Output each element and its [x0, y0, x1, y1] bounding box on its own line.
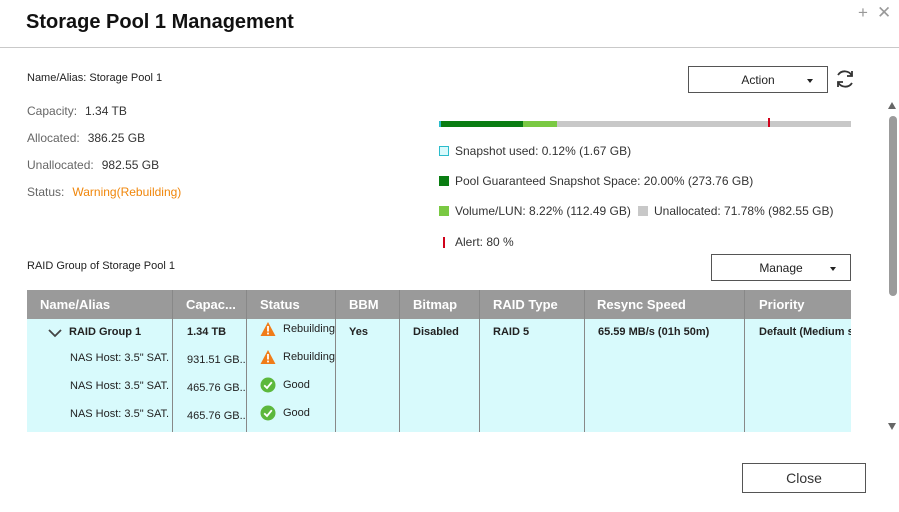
pool-usage-bar: [439, 118, 851, 127]
raid-group-name[interactable]: RAID Group 1: [69, 326, 142, 338]
disk-capacity: 931.51 GB...: [187, 354, 245, 366]
capacity-value: 1.34 TB: [85, 104, 127, 118]
col-header-bbm[interactable]: BBM: [349, 297, 379, 312]
disk-capacity: 465.76 GB...: [187, 382, 245, 394]
check-icon: [260, 377, 276, 393]
alert-text: Alert: 80 %: [455, 235, 514, 249]
guaranteed-swatch: [439, 176, 449, 186]
status-label: Status:: [27, 185, 65, 199]
column-divider: [399, 290, 400, 432]
col-header-bitmap[interactable]: Bitmap: [413, 297, 458, 312]
bar-volume-lun: [523, 121, 558, 127]
table-header: Name/Alias Capac... Status BBM Bitmap RA…: [27, 290, 851, 319]
unallocated-row: Unallocated: 982.55 GB: [27, 158, 159, 172]
column-divider: [744, 290, 745, 432]
disk-name[interactable]: NAS Host: 3.5" SAT...: [70, 352, 170, 364]
column-divider: [479, 290, 480, 432]
disk-capacity: 465.76 GB...: [187, 410, 245, 422]
col-header-capacity[interactable]: Capac...: [186, 297, 236, 312]
disk-status: Rebuilding: [260, 349, 335, 365]
alert-swatch: [443, 236, 445, 248]
capacity-row: Capacity: 1.34 TB: [27, 104, 127, 118]
allocated-row: Allocated: 386.25 GB: [27, 131, 145, 145]
snapshot-used-swatch: [439, 146, 449, 156]
check-icon: [260, 405, 276, 421]
status-row: Status: Warning(Rebuilding): [27, 185, 181, 199]
col-header-resync-speed[interactable]: Resync Speed: [597, 297, 686, 312]
volume-lun-text: Volume/LUN: 8.22% (112.49 GB): [455, 204, 631, 218]
scrollbar-thumb[interactable]: [889, 116, 897, 296]
raid-group-bbm: Yes: [349, 326, 368, 338]
disk-name[interactable]: NAS Host: 3.5" SAT...: [70, 380, 170, 392]
disk-status-text: Good: [283, 406, 310, 419]
unallocated-value: 982.55 GB: [101, 158, 160, 172]
close-button[interactable]: Close: [742, 463, 866, 493]
allocated-label: Allocated:: [27, 131, 80, 145]
manage-label: Manage: [759, 260, 803, 275]
title-divider: [0, 47, 899, 48]
pool-name-alias: Name/Alias: Storage Pool 1: [27, 72, 163, 84]
disk-status: Good: [260, 377, 335, 393]
raid-group-status: Rebuilding: [260, 321, 335, 337]
unallocated-label: Unallocated:: [27, 158, 94, 172]
disk-name[interactable]: NAS Host: 3.5" SAT...: [70, 408, 170, 420]
unallocated-swatch: [638, 206, 648, 216]
legend-alert: Alert: 80 %: [439, 235, 514, 249]
raid-group-status-text: Rebuilding: [283, 322, 335, 335]
legend-snapshot-used: Snapshot used: 0.12% (1.67 GB): [439, 144, 631, 158]
raid-group-type: RAID 5: [493, 326, 530, 338]
col-header-priority[interactable]: Priority: [759, 297, 805, 312]
raid-group-priority: Default (Medium s: [759, 326, 851, 338]
bar-snapshot-used: [439, 121, 441, 127]
column-divider: [172, 290, 173, 432]
manage-dropdown[interactable]: Manage: [711, 254, 851, 281]
snapshot-used-text: Snapshot used: 0.12% (1.67 GB): [455, 144, 632, 158]
disk-status: Good: [260, 405, 335, 421]
scroll-up-arrow[interactable]: [888, 102, 896, 109]
column-divider: [246, 290, 247, 432]
column-divider: [335, 290, 336, 432]
column-divider: [584, 290, 585, 432]
raid-group-table: Name/Alias Capac... Status BBM Bitmap RA…: [27, 290, 851, 432]
disk-status-text: Good: [283, 378, 310, 391]
status-value: Warning(Rebuilding): [72, 185, 182, 199]
capacity-label: Capacity:: [27, 104, 78, 118]
guaranteed-text: Pool Guaranteed Snapshot Space: 20.00% (…: [455, 174, 754, 188]
chevron-down-icon: [807, 78, 813, 83]
col-header-name[interactable]: Name/Alias: [40, 297, 111, 312]
legend-unallocated: Unallocated: 71.78% (982.55 GB): [638, 204, 833, 218]
allocated-value: 386.25 GB: [87, 131, 146, 145]
bar-guaranteed-snapshot: [441, 121, 524, 127]
bar-alert-marker: [767, 118, 770, 127]
action-label: Action: [741, 72, 775, 87]
refresh-icon[interactable]: [833, 67, 857, 91]
chevron-down-icon[interactable]: [48, 328, 62, 338]
legend-volume-lun: Volume/LUN: 8.22% (112.49 GB): [439, 204, 631, 218]
raid-group-capacity: 1.34 TB: [187, 326, 227, 338]
warning-icon: [260, 350, 276, 364]
dialog-title: Storage Pool 1 Management: [26, 11, 294, 33]
close-icon[interactable]: ✕: [877, 3, 892, 22]
plus-icon[interactable]: +: [858, 3, 868, 22]
disk-status-text: Rebuilding: [283, 350, 335, 363]
volume-lun-swatch: [439, 206, 449, 216]
raid-group-bitmap: Disabled: [413, 326, 459, 338]
col-header-raid-type[interactable]: RAID Type: [493, 297, 558, 312]
chevron-down-icon: [830, 266, 836, 271]
legend-guaranteed: Pool Guaranteed Snapshot Space: 20.00% (…: [439, 174, 753, 188]
scroll-down-arrow[interactable]: [888, 423, 896, 430]
raid-group-resync: 65.59 MB/s (01h 50m): [598, 326, 710, 338]
unallocated-text: Unallocated: 71.78% (982.55 GB): [654, 204, 834, 218]
warning-icon: [260, 322, 276, 336]
action-dropdown[interactable]: Action: [688, 66, 828, 93]
raid-section-label: RAID Group of Storage Pool 1: [27, 260, 175, 272]
col-header-status[interactable]: Status: [260, 297, 300, 312]
